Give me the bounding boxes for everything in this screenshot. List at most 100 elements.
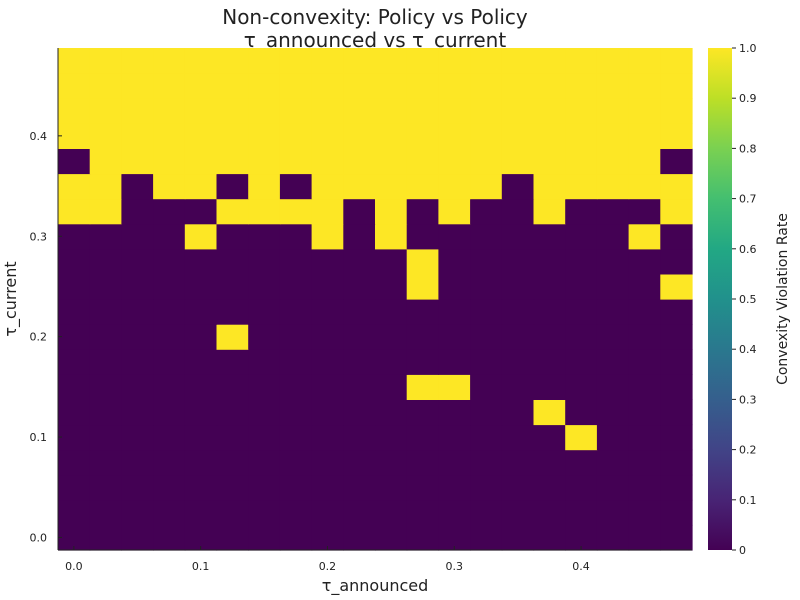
heatmap-cell [470,148,503,175]
x-tick-label: 0.1 [192,560,210,573]
heatmap-cell [58,148,91,175]
colorbar [708,48,732,550]
heatmap-cell [343,148,376,175]
x-axis-label: τ_announced [322,576,429,596]
heatmap-cell [406,48,439,74]
heatmap-cell [596,349,630,375]
heatmap-cell [533,374,566,400]
heatmap-cell [184,399,218,426]
heatmap-cell [375,173,408,200]
heatmap-cell [628,273,661,300]
heatmap-cell [279,449,313,476]
colorbar-tick-label: 0.2 [739,444,757,457]
heatmap-cell [311,374,344,400]
heatmap-cell [89,299,122,325]
heatmap-cell [628,198,661,225]
heatmap-cell [153,499,186,526]
colorbar-tick-label: 0.5 [739,293,757,306]
heatmap-cell [470,324,503,350]
heatmap-cell [184,299,218,325]
heatmap-cell [216,374,249,400]
heatmap-cell [216,299,249,325]
heatmap-cell [248,148,281,175]
heatmap-cell [596,48,630,74]
y-tick-label: 0.2 [30,331,48,344]
chart-title: Non-convexity: Policy vs Policy [222,5,528,29]
heatmap-cell [660,148,693,175]
heatmap-cell [184,148,218,175]
heatmap-cell [216,73,249,99]
heatmap-cell [375,123,408,149]
heatmap-cell [565,324,598,350]
heatmap-cell [153,324,186,350]
heatmap-cell [596,173,630,200]
x-tick-label: 0.3 [446,560,464,573]
heatmap-cell [533,449,566,476]
heatmap-cell [279,123,313,149]
heatmap-cell [279,98,313,124]
heatmap-cell [343,198,376,225]
heatmap-cell [311,499,344,526]
heatmap-cell [501,424,535,451]
heatmap-cell [375,474,408,501]
heatmap-cell [533,399,566,426]
heatmap-cell [438,73,471,99]
heatmap-cell [121,474,154,501]
heatmap-cell [248,198,281,225]
heatmap-cell [311,198,344,225]
heatmap-cell [438,399,471,426]
heatmap-cell [596,524,630,551]
heatmap-cell [628,299,661,325]
heatmap-cell [375,48,408,74]
heatmap-cell [628,474,661,501]
heatmap-cell [375,248,408,275]
heatmap-cell [89,48,122,74]
heatmap-cell [121,48,154,74]
y-tick-label: 0.3 [30,230,48,243]
heatmap-cell [89,324,122,350]
heatmap-cell [153,424,186,451]
heatmap-cell [248,424,281,451]
heatmap-cell [406,248,439,275]
heatmap-cell [596,123,630,149]
heatmap-cell [565,173,598,200]
heatmap-cell [660,524,693,551]
heatmap-cell [279,324,313,350]
heatmap-cell [375,198,408,225]
heatmap-cell [343,173,376,200]
heatmap-cell [533,299,566,325]
heatmap-cell [89,499,122,526]
heatmap-cell [216,148,249,175]
colorbar-tick-label: 0.4 [739,343,757,356]
heatmap-cell [311,173,344,200]
heatmap-cell [438,324,471,350]
heatmap-cell [216,123,249,149]
heatmap-cell [279,223,313,250]
heatmap-cell [153,73,186,99]
heatmap-cell [438,449,471,476]
heatmap-cell [311,223,344,250]
heatmap-cell [596,424,630,451]
heatmap-cell [438,198,471,225]
heatmap-cell [248,374,281,400]
heatmap-cell [89,198,122,225]
heatmap-cell [470,524,503,551]
colorbar-tick-label: 0.6 [739,243,757,256]
heatmap-cell [153,123,186,149]
heatmap-cell [58,248,91,275]
heatmap-cell [89,98,122,124]
heatmap-cell [406,349,439,375]
heatmap-cell [153,524,186,551]
heatmap-cell [533,173,566,200]
heatmap-cell [406,374,439,400]
heatmap-cell [628,48,661,74]
heatmap-cell [470,123,503,149]
heatmap-cell [184,248,218,275]
heatmap-cell [438,248,471,275]
y-tick-label: 0.4 [30,130,48,143]
heatmap-cell [501,248,535,275]
heatmap-cell [375,349,408,375]
heatmap-cell [58,424,91,451]
heatmap-cell [121,349,154,375]
heatmap-cell [89,223,122,250]
